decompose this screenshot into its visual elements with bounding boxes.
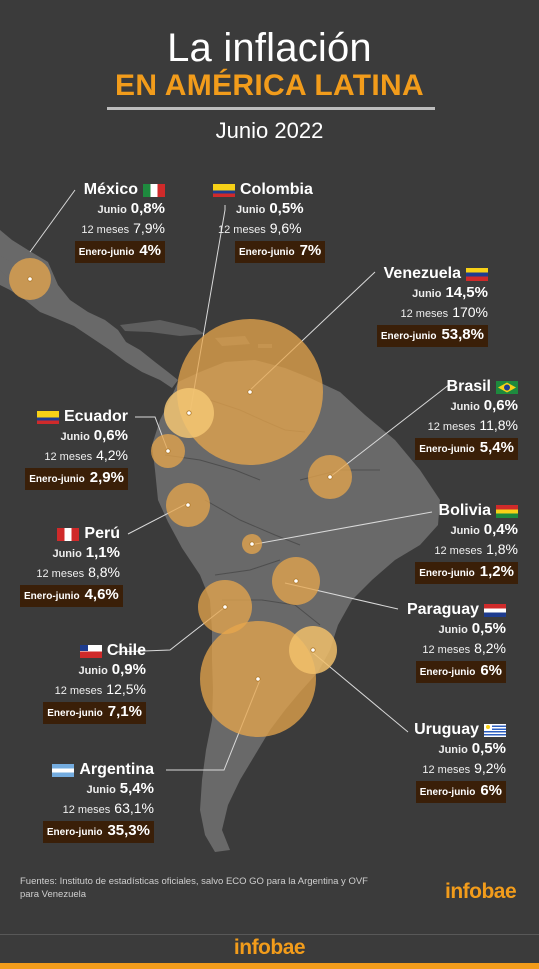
junio-value: 0,8%: [130, 200, 165, 217]
enero-junio-value: 5,4%: [479, 439, 514, 456]
enero-junio-value: 2,9%: [89, 469, 124, 486]
uruguay-flag-icon: [484, 723, 506, 737]
footer-accent-bar: [0, 963, 539, 969]
mexico-flag-icon: [143, 183, 165, 197]
doce-meses-value: 1,8%: [486, 541, 518, 557]
doce-meses-value: 9,6%: [269, 220, 302, 236]
infobae-logo: infobae: [445, 880, 517, 903]
junio-value: 1,1%: [85, 544, 120, 561]
junio-value: 14,5%: [445, 284, 488, 301]
peru-flag-icon: [57, 527, 80, 541]
brasil-flag-icon: [496, 380, 518, 394]
title-divider: [107, 107, 435, 110]
enero-junio-value: 7%: [299, 242, 322, 259]
country-name: Uruguay: [414, 721, 479, 738]
doce-meses-value: 11,8%: [479, 417, 518, 433]
enero-junio-box: Enero-junio 4,6%: [20, 585, 123, 607]
label-bolivia: Bolivia Junio 0,4% 12 meses 1,8% Enero-jun…: [410, 501, 518, 584]
doce-meses-value: 12,5%: [106, 681, 146, 697]
label-argentina: Argentina Junio 5,4% 12 meses 63,1% Enero-…: [40, 760, 154, 843]
enero-junio-box: Enero-junio 1,2%: [415, 562, 518, 584]
page-title: La inflación: [167, 26, 372, 70]
country-name: Perú: [84, 525, 120, 542]
junio-value: 5,4%: [119, 780, 154, 797]
enero-junio-box: Enero-junio 2,9%: [25, 468, 128, 490]
page-title-highlight: EN AMÉRICA LATINA: [115, 69, 424, 102]
venezuela-flag-icon: [466, 267, 488, 281]
junio-value: 0,9%: [111, 661, 146, 678]
country-name: Paraguay: [406, 601, 479, 618]
enero-junio-box: Enero-junio 7,1%: [43, 702, 146, 724]
country-name: Colombia: [240, 181, 313, 198]
land-cuba: [120, 320, 205, 336]
colombia-flag-icon: [213, 183, 235, 197]
enero-junio-value: 6%: [480, 662, 502, 679]
country-name: México: [83, 181, 138, 198]
doce-meses-value: 7,9%: [133, 220, 165, 236]
enero-junio-box: Enero-junio 53,8%: [376, 325, 488, 347]
junio-value: 0,6%: [483, 397, 518, 414]
junio-value: 0,6%: [93, 427, 128, 444]
enero-junio-box: Enero-junio 6%: [415, 781, 506, 803]
label-colombia: Colombia Junio 0,5% 12 meses 9,6% Enero-ju…: [213, 180, 333, 263]
doce-meses-value: 63,1%: [114, 800, 154, 816]
enero-junio-box: Enero-junio 6%: [415, 661, 506, 683]
label-venezuela: Venezuela Junio 14,5% 12 meses 170% Enero-…: [370, 264, 488, 347]
enero-junio-value: 1,2%: [479, 563, 514, 580]
paraguay-flag-icon: [484, 603, 506, 617]
enero-junio-value: 53,8%: [441, 326, 484, 343]
sources-note: Fuentes: Instituto de estadísticas ofici…: [20, 876, 368, 900]
label-uruguay: Uruguay Junio 0,5% 12 meses 9,2% Enero-jun…: [400, 720, 506, 803]
infobae-footer-logo: infobae: [233, 936, 306, 959]
label-peru: Perú Junio 1,1% 12 meses 8,8% Enero-junio 4…: [20, 524, 123, 607]
doce-meses-value: 170%: [452, 304, 488, 320]
enero-junio-box: Enero-junio 4%: [74, 241, 165, 263]
junio-value: 0,5%: [471, 740, 506, 757]
label-ecuador: Ecuador Junio 0,6% 12 meses 4,2% Enero-jun…: [20, 407, 128, 490]
junio-value: 0,4%: [483, 521, 518, 538]
chile-flag-icon: [79, 644, 102, 658]
enero-junio-value: 7,1%: [107, 703, 142, 720]
doce-meses-value: 4,2%: [96, 447, 128, 463]
enero-junio-box: Enero-junio 35,3%: [42, 821, 154, 843]
country-name: Argentina: [79, 761, 154, 778]
doce-meses-value: 8,2%: [474, 640, 506, 656]
enero-junio-box: Enero-junio 7%: [235, 241, 326, 263]
label-paraguay: Paraguay Junio 0,5% 12 meses 8,2% Enero-ju…: [398, 600, 506, 683]
country-name: Venezuela: [383, 265, 461, 282]
enero-junio-box: Enero-junio 5,4%: [415, 438, 518, 460]
argentina-flag-icon: [52, 763, 75, 777]
footer-divider: [0, 934, 539, 935]
label-mexico: México Junio 0,8% 12 meses 7,9% Enero-juni…: [60, 180, 165, 263]
doce-meses-value: 8,8%: [88, 564, 120, 580]
enero-junio-value: 4,6%: [84, 586, 119, 603]
junio-value: 0,5%: [269, 200, 304, 217]
label-chile: Chile Junio 0,9% 12 meses 12,5% Enero-juni…: [40, 641, 146, 724]
bubble-center-dots: [27, 276, 333, 682]
label-brasil: Brasil Junio 0,6% 12 meses 11,8% Enero-jun…: [410, 377, 518, 460]
country-name: Ecuador: [63, 408, 128, 425]
country-name: Chile: [106, 642, 146, 659]
doce-meses-value: 9,2%: [474, 760, 506, 776]
bolivia-flag-icon: [496, 504, 518, 518]
page-subtitle: Junio 2022: [215, 118, 324, 143]
enero-junio-value: 35,3%: [107, 822, 150, 839]
enero-junio-value: 4%: [139, 242, 161, 259]
junio-value: 0,5%: [471, 620, 506, 637]
country-name: Bolivia: [438, 502, 491, 519]
country-name: Brasil: [446, 378, 491, 395]
ecuador-flag-icon: [36, 410, 59, 424]
enero-junio-value: 6%: [480, 782, 502, 799]
